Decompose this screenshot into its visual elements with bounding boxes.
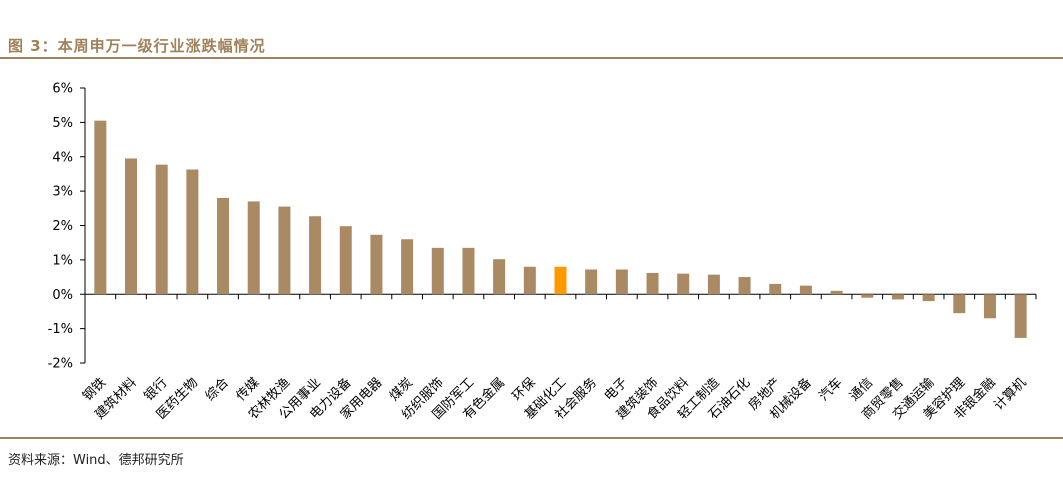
footer-divider xyxy=(0,437,1063,439)
bar xyxy=(677,273,690,295)
category-label: 汽车 xyxy=(816,375,846,405)
bar xyxy=(431,247,444,295)
bar xyxy=(707,274,720,295)
y-tick-label: 3% xyxy=(52,185,73,200)
bar xyxy=(799,285,812,295)
bar xyxy=(861,294,874,298)
bar xyxy=(615,269,628,295)
bar xyxy=(247,201,260,295)
bar xyxy=(339,226,352,295)
bar xyxy=(983,294,996,319)
category-label: 综合 xyxy=(203,375,232,404)
bar xyxy=(891,294,904,300)
title-divider xyxy=(0,57,1063,59)
bar xyxy=(1014,294,1027,338)
bar xyxy=(585,269,598,295)
category-label: 计算机 xyxy=(991,375,1029,413)
bar xyxy=(309,216,322,295)
bar xyxy=(769,283,782,295)
bar xyxy=(554,266,567,295)
bar xyxy=(125,158,138,295)
bar xyxy=(94,120,107,295)
bar xyxy=(646,272,659,295)
bar xyxy=(738,277,751,295)
bar xyxy=(922,294,935,302)
y-tick-label: 5% xyxy=(52,116,73,131)
y-tick-label: 1% xyxy=(52,253,73,268)
bar xyxy=(493,259,506,295)
y-tick-label: 2% xyxy=(52,219,73,234)
bar xyxy=(523,266,536,295)
y-tick-label: 6% xyxy=(52,82,73,97)
bar xyxy=(278,206,291,295)
bar xyxy=(830,290,843,295)
bar xyxy=(217,198,230,295)
y-tick-label: 0% xyxy=(52,288,73,303)
source-note: 资料来源：Wind、德邦研究所 xyxy=(8,453,184,468)
y-tick-label: 4% xyxy=(52,150,73,165)
bar xyxy=(186,169,199,295)
bar xyxy=(462,247,475,295)
bar xyxy=(401,239,414,295)
y-tick-label: -1% xyxy=(48,322,73,337)
bar xyxy=(953,294,966,314)
figure-title: 图 3：本周申万一级行业涨跌幅情况 xyxy=(8,37,266,55)
bar xyxy=(155,164,168,295)
bar xyxy=(370,234,383,295)
y-tick-label: -2% xyxy=(48,357,73,372)
